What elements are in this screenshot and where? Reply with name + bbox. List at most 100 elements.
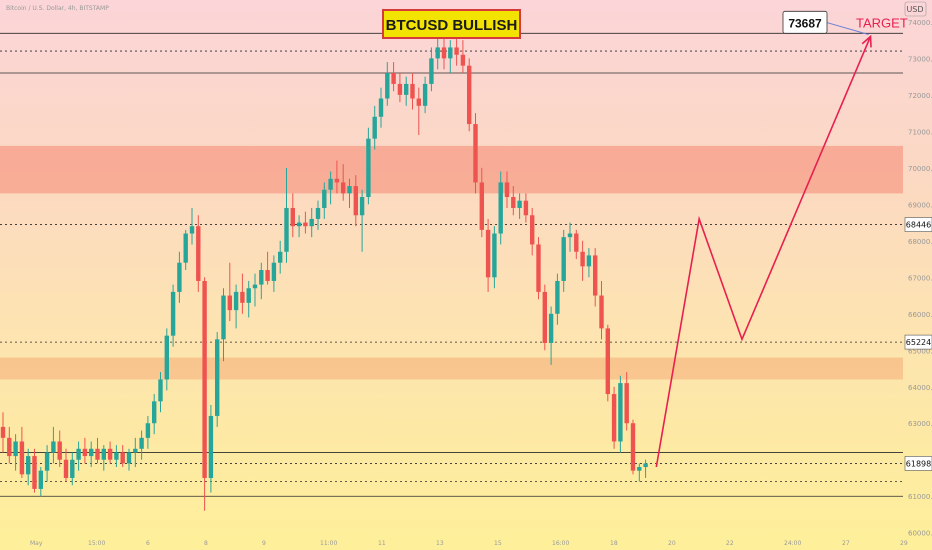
candle-body (309, 218, 314, 227)
price-tick-label: 64000.00 (908, 384, 932, 392)
candle-body (454, 47, 459, 55)
candle (322, 182, 327, 219)
candle (637, 463, 642, 482)
candle-body (460, 54, 466, 66)
candle-body (347, 186, 352, 194)
target-leader-line (825, 21, 869, 35)
candle-body (303, 222, 308, 227)
candle (548, 306, 554, 365)
candle-body (82, 448, 88, 457)
candle-body (315, 207, 321, 219)
candle (315, 200, 321, 230)
candle-body (498, 182, 503, 234)
currency-box (904, 1, 927, 17)
candle-body (366, 138, 371, 198)
time-tick-label: 6 (146, 540, 150, 547)
candle (240, 273, 245, 314)
candle-body (32, 456, 37, 489)
candle-body (504, 182, 510, 198)
candle (504, 171, 510, 208)
candle-body (290, 207, 295, 227)
candle (89, 441, 94, 468)
candle (265, 251, 270, 285)
candle (189, 207, 195, 245)
candle (530, 207, 535, 256)
candle-body (26, 456, 31, 475)
candle (107, 441, 113, 464)
candle-body (605, 328, 610, 395)
candle-body (51, 441, 56, 453)
candle-body (44, 452, 50, 471)
candle-body (599, 295, 604, 329)
candle (586, 248, 592, 278)
candle-body (284, 207, 289, 252)
candle (429, 47, 434, 92)
candle-body (233, 291, 239, 311)
candle-body (593, 255, 598, 296)
candle (473, 113, 478, 194)
price-tick-label: 63000.00 (908, 420, 932, 428)
candle (177, 251, 182, 303)
candle-body (523, 200, 529, 216)
candle (70, 452, 75, 486)
candle (278, 240, 283, 274)
candle-body (385, 72, 390, 99)
price-tick-label: 74000.00 (908, 19, 932, 27)
candle-body (574, 233, 579, 252)
time-tick-label: 15 (494, 540, 502, 547)
candle (448, 40, 453, 73)
candle (574, 229, 579, 260)
price-tick-label: 65000.00 (908, 347, 932, 355)
candle-body (322, 189, 327, 208)
candle-body (271, 262, 277, 281)
candle-body (152, 401, 157, 424)
candle-body (89, 448, 94, 457)
price-level-label: 65224 (906, 338, 931, 347)
candle (164, 328, 169, 391)
time-tick-label: 18 (610, 540, 618, 547)
candle (391, 62, 396, 92)
candle (410, 72, 415, 110)
candle (57, 430, 62, 468)
time-tick-label: 15:00 (88, 540, 105, 547)
candle (309, 207, 314, 238)
candle (227, 262, 232, 322)
candle (536, 237, 541, 300)
candle (555, 273, 560, 325)
candle-body (630, 423, 636, 471)
candle-body (359, 197, 365, 216)
candle-body (429, 58, 434, 84)
candle (139, 430, 144, 460)
candle-body (57, 441, 62, 460)
candle (372, 105, 377, 150)
candle (13, 434, 18, 471)
time-tick-label: 9 (262, 540, 266, 547)
time-tick-label: 24:00 (784, 540, 801, 547)
candle-body (611, 394, 617, 442)
price-tick-label: 71000.00 (908, 128, 932, 136)
candle-body (114, 452, 119, 460)
candle (460, 40, 466, 73)
candle-body (328, 178, 333, 190)
candle-body (555, 280, 560, 314)
candle-body (637, 467, 642, 471)
price-tick-label: 66000.00 (908, 311, 932, 319)
candle-body (542, 291, 547, 343)
candle-body (473, 124, 478, 183)
candle (38, 467, 43, 497)
candle (328, 171, 333, 205)
candle (479, 167, 484, 238)
price-level-box (904, 456, 932, 471)
price-tick-label: 70000.00 (908, 165, 932, 173)
candle (334, 160, 340, 194)
candle (416, 87, 421, 135)
candle-body (492, 233, 497, 278)
candle (259, 262, 264, 300)
candle (202, 277, 207, 511)
candle (347, 178, 352, 208)
time-tick-label: 11 (378, 540, 386, 547)
zone-band (0, 357, 903, 380)
candle-body (120, 452, 125, 464)
candle-body (353, 186, 358, 216)
